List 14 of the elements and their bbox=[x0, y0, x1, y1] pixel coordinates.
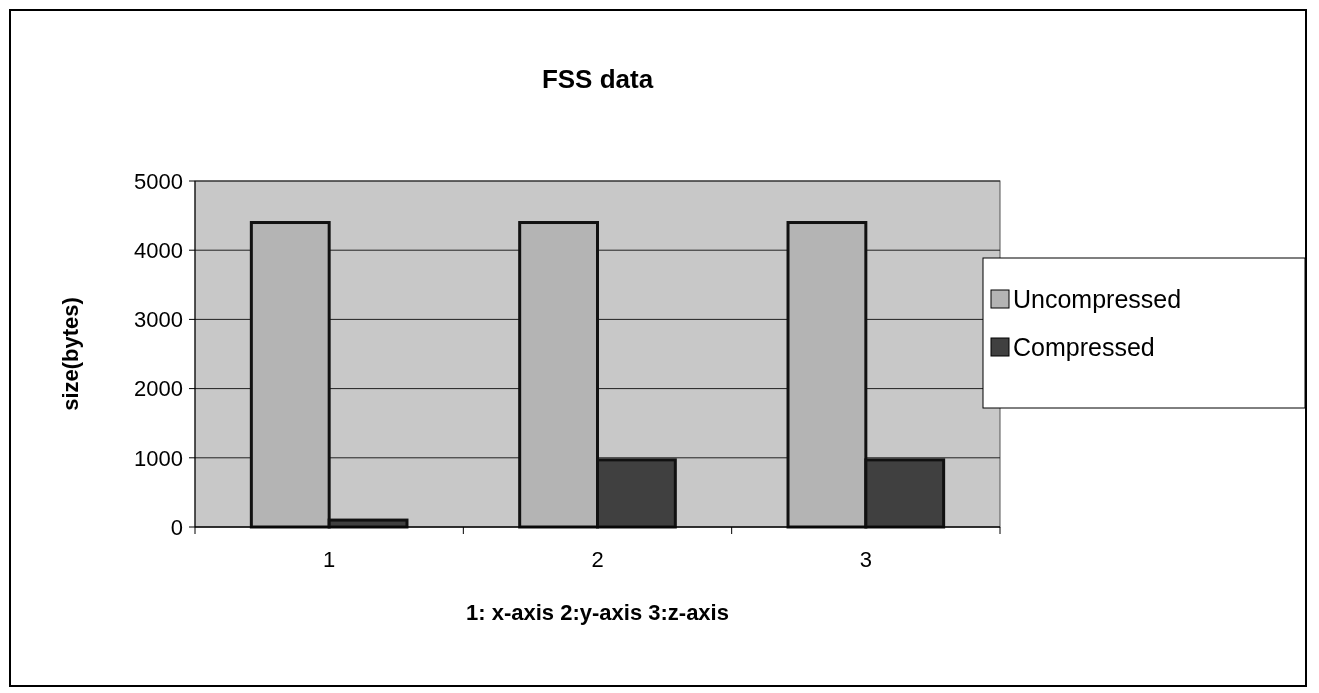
x-tick-label: 3 bbox=[859, 547, 872, 572]
y-tick-label: 4000 bbox=[134, 237, 183, 263]
y-tick-label: 1000 bbox=[134, 445, 183, 471]
chart-title: FSS data bbox=[541, 64, 654, 94]
x-axis-title: 1: x-axis 2:y-axis 3:z-axis bbox=[466, 600, 729, 625]
y-tick-label: 3000 bbox=[134, 307, 183, 333]
legend-label: Uncompressed bbox=[1013, 284, 1182, 313]
x-tick-label: 2 bbox=[591, 547, 604, 572]
legend-label: Compressed bbox=[1013, 332, 1155, 361]
y-axis-title: size(bytes) bbox=[58, 297, 83, 411]
y-tick-label: 0 bbox=[170, 514, 183, 540]
x-tick-label: 1 bbox=[323, 547, 336, 572]
y-tick-label: 2000 bbox=[134, 376, 183, 402]
y-tick-label: 5000 bbox=[134, 168, 183, 194]
